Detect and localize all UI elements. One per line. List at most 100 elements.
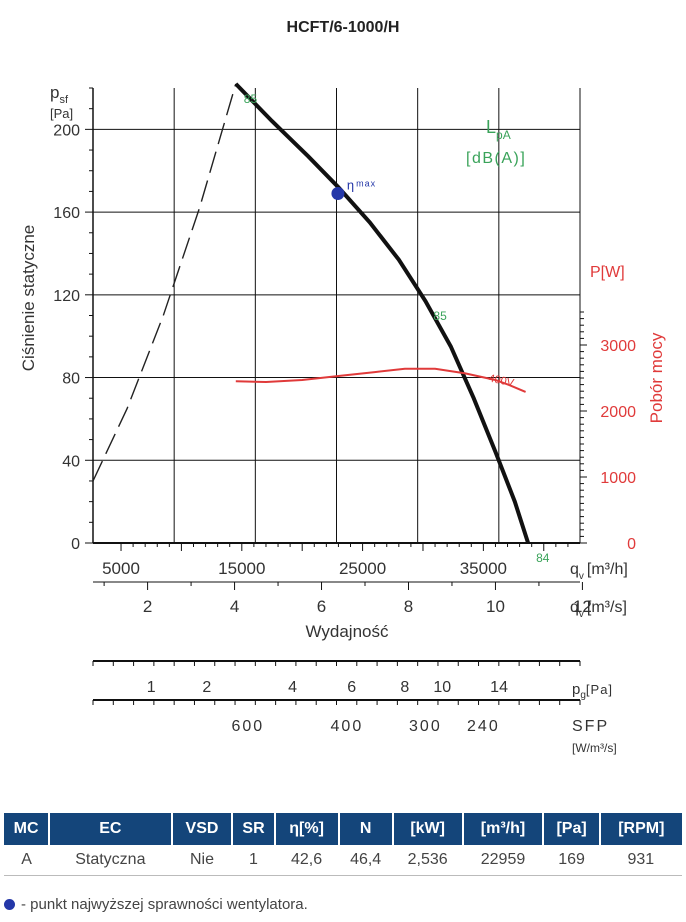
x-tick-label: 25000 <box>339 559 386 578</box>
lpa-legend: LpA [dB(A)] <box>466 117 526 167</box>
eta-marker-icon <box>4 899 15 910</box>
table-header: [m³/h] <box>461 813 544 845</box>
x-axis-m3s-unit: qv [m³/s] <box>570 599 627 620</box>
lpa-unit: [dB(A)] <box>466 150 526 167</box>
x-axis-m3h: 5000 15000 25000 35000 <box>102 543 569 578</box>
table-header: η[%] <box>273 813 339 845</box>
y-tick-label: 120 <box>53 288 80 305</box>
pg-unit: pg[Pa] <box>572 681 613 701</box>
power-curve-label: 400V <box>487 372 515 389</box>
y-unit-sub: sf <box>59 94 69 106</box>
power-tick-label: 1000 <box>600 470 636 487</box>
table-cell: 1 <box>232 845 275 876</box>
qv-unit-m3s: [m³/s] <box>587 599 627 616</box>
eta-max-label: η max <box>347 177 376 192</box>
table-cell: 42,6 <box>274 845 339 876</box>
footnote: - punkt najwyższej sprawności wentylator… <box>4 896 308 913</box>
table-cell: A <box>4 845 50 876</box>
qv-unit-m3h: [m³/h] <box>587 561 628 578</box>
pg-scale: 1 2 4 6 8 10 14 600 400 300 240 <box>92 660 581 735</box>
lpa-symbol: L <box>486 117 496 137</box>
chart-title: HCFT/6-1000/H <box>287 19 400 36</box>
y-unit-symbol: p <box>50 83 59 102</box>
power-axis-title: Pobór mocy <box>647 332 666 423</box>
x-axis-title: Wydajność <box>306 622 389 641</box>
noise-labels: 85 85 84 <box>244 92 550 565</box>
x-m3s-tick-label: 8 <box>404 597 413 616</box>
table-header: EC <box>48 813 172 845</box>
y-tick-label: 200 <box>53 122 80 139</box>
table-header: N <box>337 813 393 845</box>
sfp-label: 400 <box>331 718 364 735</box>
x-m3s-tick-label: 10 <box>486 597 505 616</box>
fan-performance-chart: HCFT/6-1000/H psf [Pa] Ciśnienie statycz… <box>19 19 666 755</box>
power-tick-label: 2000 <box>600 404 636 421</box>
pg-label: 1 <box>147 679 156 696</box>
pg-label: 4 <box>288 679 297 696</box>
svg-text:LpA: LpA <box>486 117 511 142</box>
table-cell: Statyczna <box>49 845 172 876</box>
pg-label: 10 <box>433 679 451 696</box>
x-m3s-tick-label: 4 <box>230 597 239 616</box>
eta-max-point <box>331 186 345 200</box>
x-m3s-tick-label: 6 <box>317 597 326 616</box>
power-curve-400v <box>235 367 526 393</box>
pg-label: 14 <box>490 679 508 696</box>
x-tick-label: 5000 <box>102 559 140 578</box>
power-tick-label: 0 <box>627 536 636 553</box>
pg-unit-text: [Pa] <box>586 682 613 697</box>
power-unit-text: P[W] <box>590 264 625 281</box>
footnote-text: - punkt najwyższej sprawności wentylator… <box>21 896 308 913</box>
sfp-unit-2: [W/m³/s] <box>572 741 617 755</box>
y-axis-unit: psf [Pa] <box>50 83 73 121</box>
sfp-label: 600 <box>231 718 264 735</box>
pressure-curve-unstable <box>92 83 237 482</box>
sfp-unit: SFP <box>572 718 609 735</box>
x-axis-m3h-unit: qv [m³/h] <box>570 561 628 582</box>
x-tick-label: 15000 <box>218 559 265 578</box>
table-header: [Pa] <box>542 813 600 845</box>
noise-label: 85 <box>244 92 258 106</box>
x-axis-m3s: 2 4 6 8 10 12 <box>93 581 592 616</box>
y-tick-label: 40 <box>62 453 80 470</box>
lpa-sub: pA <box>496 128 511 142</box>
power-tick-label: 3000 <box>600 338 636 355</box>
pg-symbol: p <box>572 681 580 698</box>
y-tick-label: 80 <box>62 371 80 388</box>
x-tick-label: 35000 <box>460 559 507 578</box>
table-header: VSD <box>170 813 233 845</box>
power-axis: 0 1000 2000 3000 <box>579 311 636 553</box>
x-m3s-tick-label: 12 <box>573 597 592 616</box>
table-cell: 2,536 <box>392 845 463 876</box>
table-header-row: MC EC VSD SR η[%] N [kW] [m³/h] [Pa] [RP… <box>4 813 682 845</box>
table-header: [kW] <box>391 813 463 845</box>
y-unit: [Pa] <box>50 106 73 121</box>
pg-label: 6 <box>347 679 356 696</box>
pg-label: 2 <box>202 679 211 696</box>
y-axis-title: Ciśnienie statyczne <box>19 225 38 371</box>
table-header: SR <box>231 813 275 845</box>
table-row: A Statyczna Nie 1 42,6 46,4 2,536 22959 … <box>4 845 682 876</box>
table-cell: 46,4 <box>338 845 393 876</box>
table-cell: 22959 <box>462 845 544 876</box>
y-tick-label: 160 <box>53 205 80 222</box>
table-cell: Nie <box>171 845 233 876</box>
table-cell: 931 <box>599 845 682 876</box>
table-cell: 169 <box>543 845 600 876</box>
fan-data-table: MC EC VSD SR η[%] N [kW] [m³/h] [Pa] [RP… <box>4 813 682 876</box>
sfp-label: 240 <box>467 718 500 735</box>
y-tick-labels: 0 40 80 120 160 200 <box>53 122 80 553</box>
eta-sub: max <box>356 178 376 188</box>
table-header: [RPM] <box>598 813 682 845</box>
grid <box>93 88 580 543</box>
pressure-curve <box>234 82 531 544</box>
qv-symbol: q <box>570 561 579 578</box>
y-tick-label: 0 <box>71 536 80 553</box>
sfp-label: 300 <box>409 718 442 735</box>
eta-symbol: η <box>347 177 354 192</box>
noise-label: 85 <box>433 309 447 323</box>
pg-sub: g <box>580 690 586 701</box>
qv2-symbol: q <box>570 599 579 616</box>
svg-text:psf: psf <box>50 83 69 106</box>
power-axis-unit: P[W] <box>590 264 625 281</box>
